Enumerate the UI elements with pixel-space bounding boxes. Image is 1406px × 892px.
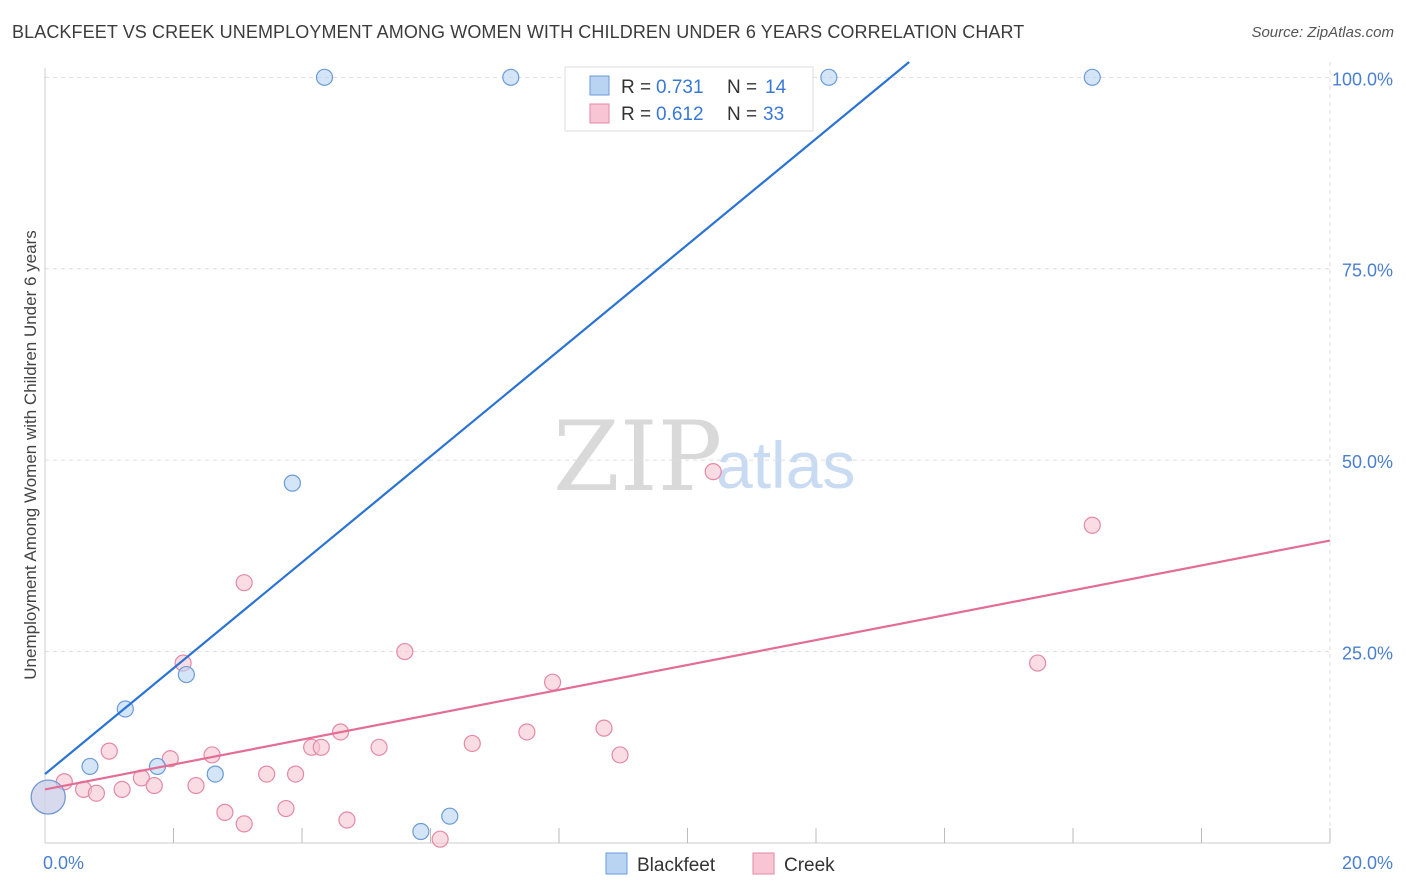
watermark-atlas: atlas: [716, 428, 855, 502]
creek-point: [87, 784, 106, 802]
creek-point: [100, 742, 118, 760]
legend-blackfeet-n-label: N =: [727, 77, 757, 98]
trend-lines: [44, 61, 1331, 791]
legend-creek-r-label: R =: [621, 104, 651, 125]
creek-point: [704, 463, 722, 481]
blackfeet-point: [283, 474, 301, 492]
creek-point: [1029, 654, 1047, 672]
creek-points: [30, 463, 1101, 848]
creek-point: [370, 738, 388, 756]
creek-point: [338, 811, 356, 829]
series-legend-blackfeet-swatch: [605, 852, 628, 875]
source-credit: Source: ZipAtlas.com: [1251, 24, 1394, 41]
creek-point: [518, 723, 536, 741]
creek-trend-line: [44, 539, 1331, 791]
creek-point: [396, 642, 414, 661]
y-tick-labels: 25.0% 50.0% 75.0% 100.0%: [1332, 69, 1393, 663]
chart-title: BLACKFEET VS CREEK UNEMPLOYMENT AMONG WO…: [12, 22, 1025, 42]
creek-point: [235, 574, 253, 592]
creek-point: [611, 746, 629, 764]
blackfeet-point: [820, 68, 838, 86]
y-axis-label: Unemployment Among Women with Children U…: [21, 230, 40, 679]
legend-creek-r-value: 0.612: [656, 104, 704, 125]
series-legend-creek-label: Creek: [784, 855, 835, 876]
y-tick-label: 100.0%: [1332, 69, 1393, 89]
creek-point: [235, 815, 253, 833]
blackfeet-point: [206, 765, 224, 783]
x-tick-labels: 0.0% 20.0%: [43, 853, 1393, 873]
blackfeet-point: [177, 665, 195, 684]
legend-blackfeet-swatch: [589, 75, 610, 96]
creek-point: [187, 776, 205, 795]
creek-point: [277, 799, 295, 818]
creek-point: [595, 719, 613, 737]
legend-blackfeet-n-value: 14: [765, 77, 787, 98]
blackfeet-point: [315, 68, 334, 86]
x-tick-label: 20.0%: [1342, 853, 1393, 873]
series-legend-creek-swatch: [752, 852, 775, 875]
creek-point: [161, 750, 179, 768]
watermark-zip: ZIP: [553, 401, 722, 513]
legend-blackfeet-r-value: 0.731: [656, 77, 704, 98]
x-tick-label: 0.0%: [43, 853, 84, 873]
creek-point: [286, 765, 305, 783]
y-tick-label: 75.0%: [1342, 261, 1393, 281]
creek-point: [145, 776, 163, 795]
blackfeet-point: [412, 822, 430, 841]
legend-creek-swatch: [589, 103, 610, 124]
creek-point: [216, 803, 234, 821]
creek-point: [543, 673, 562, 691]
creek-point: [312, 738, 330, 756]
creek-point: [258, 765, 276, 783]
blackfeet-point: [502, 68, 520, 86]
series-legend: Blackfeet Creek: [605, 852, 835, 876]
blackfeet-point: [441, 807, 459, 825]
legend-creek-n-value: 33: [763, 104, 784, 125]
correlation-legend: R = 0.731 N = 14 R = 0.612 N = 33: [564, 66, 814, 132]
series-legend-blackfeet-label: Blackfeet: [637, 855, 716, 876]
blackfeet-trend-line: [44, 61, 910, 775]
creek-point: [463, 734, 481, 753]
blackfeet-point: [30, 779, 66, 815]
creek-point: [431, 830, 449, 848]
creek-point: [113, 780, 131, 799]
legend-blackfeet-r-label: R =: [621, 77, 651, 98]
creek-point: [1083, 516, 1101, 534]
blackfeet-point: [1083, 68, 1101, 86]
y-tick-label: 25.0%: [1342, 644, 1393, 664]
x-tick-marks: [173, 828, 1331, 843]
legend-creek-n-label: N =: [727, 104, 757, 125]
y-tick-label: 50.0%: [1342, 452, 1393, 472]
blackfeet-point: [81, 757, 99, 776]
